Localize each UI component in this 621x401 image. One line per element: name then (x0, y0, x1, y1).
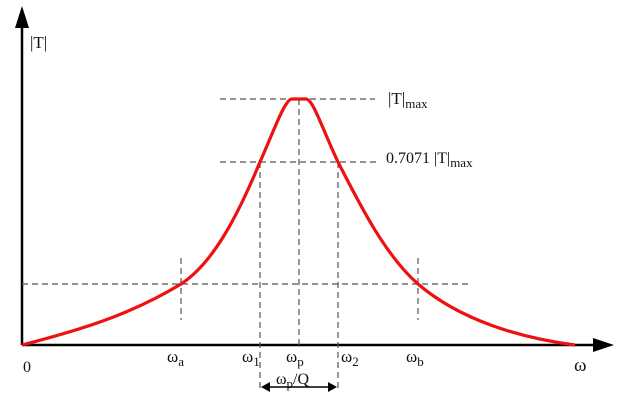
peak-label: |T|max (388, 89, 428, 111)
omega-1-label: ω1 (242, 347, 260, 369)
x-axis-label: ω (574, 355, 587, 376)
x-axis-arrowhead (593, 338, 614, 352)
resonance-curve (21, 97, 576, 347)
y-axis-label: |T| (30, 33, 47, 52)
origin-label: 0 (23, 359, 31, 376)
half-power-label: 0.7071 |T|max (386, 150, 473, 170)
omega-a-label: ωa (167, 347, 184, 369)
y-axis-arrowhead (15, 6, 29, 28)
omega-p-label: ωp (286, 347, 304, 369)
omega-b-label: ωb (406, 347, 424, 369)
bandwidth-label: ωp/Q (276, 371, 309, 391)
omega-2-label: ω2 (341, 347, 359, 369)
bandwidth-arrowhead-right (328, 382, 337, 392)
bandwidth-arrowhead-left (261, 382, 270, 392)
